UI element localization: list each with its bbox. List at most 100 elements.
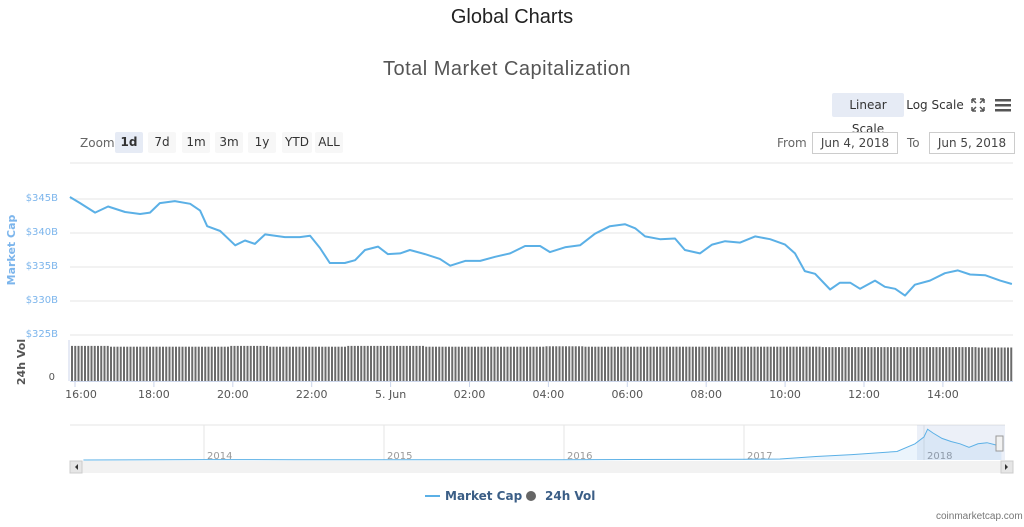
volume-bar: [854, 347, 857, 381]
fullscreen-icon[interactable]: [970, 97, 986, 113]
volume-bar: [236, 345, 239, 381]
volume-bar: [964, 347, 967, 381]
y-tick-label: $335B: [26, 261, 58, 272]
volume-bar: [539, 346, 541, 381]
from-date-input[interactable]: Jun 4, 2018: [812, 132, 898, 154]
volume-bar: [968, 347, 970, 381]
volume-bar: [565, 346, 567, 381]
volume-bar: [903, 347, 905, 381]
zoom-button-1m[interactable]: 1m: [182, 132, 210, 153]
volume-bar: [418, 345, 421, 381]
volume-bar: [740, 346, 743, 381]
volume-bar: [831, 347, 834, 381]
volume-bar: [987, 347, 990, 381]
volume-bar: [932, 347, 935, 381]
volume-bar: [467, 346, 470, 381]
volume-bar: [87, 345, 90, 381]
volume-bar: [448, 346, 450, 381]
volume-bar: [643, 346, 645, 381]
volume-bar: [591, 346, 593, 381]
volume-bar: [617, 346, 619, 381]
volume-bar: [184, 346, 187, 381]
volume-bar: [574, 346, 577, 381]
volume-bar: [399, 345, 402, 381]
volume-bar: [678, 346, 681, 381]
volume-bar: [682, 346, 684, 381]
volume-bar: [506, 346, 509, 381]
x-tick-label: 14:00: [927, 388, 959, 401]
x-tick-label: 12:00: [848, 388, 880, 401]
to-date-input[interactable]: Jun 5, 2018: [929, 132, 1015, 154]
volume-bar: [639, 346, 642, 381]
volume-bar: [376, 345, 379, 381]
volume-bar: [171, 346, 174, 381]
volume-bar: [90, 345, 93, 381]
volume-bar: [786, 346, 788, 381]
volume-bar: [717, 346, 720, 381]
volume-bar: [613, 346, 616, 381]
volume-bar: [279, 346, 281, 381]
x-tick-label: 02:00: [454, 388, 486, 401]
volume-bar: [945, 347, 948, 381]
volume-bar: [204, 346, 207, 381]
menu-icon[interactable]: [994, 97, 1012, 113]
volume-bar: [405, 345, 408, 381]
volume-bar: [812, 346, 814, 381]
zoom-button-1d[interactable]: 1d: [115, 132, 143, 153]
zoom-button-7d[interactable]: 7d: [148, 132, 176, 153]
volume-bar: [396, 345, 398, 381]
navigator-line: [83, 428, 1002, 461]
volume-axis-title: 24h Vol: [15, 339, 28, 385]
volume-bar: [877, 347, 879, 381]
zoom-button-3m[interactable]: 3m: [215, 132, 243, 153]
volume-bar: [386, 345, 389, 381]
volume-bar: [253, 345, 255, 381]
volume-bar: [480, 346, 483, 381]
volume-bar: [620, 346, 623, 381]
volume-bar: [503, 346, 506, 381]
volume-bar: [766, 346, 769, 381]
volume-bar: [77, 345, 80, 381]
market-cap-line: [69, 196, 1013, 297]
volume-bar: [711, 346, 714, 381]
volume-bar: [630, 346, 632, 381]
volume-bar: [435, 346, 437, 381]
volume-bar: [815, 346, 818, 381]
volume-bar: [984, 347, 987, 381]
volume-bar: [324, 346, 327, 381]
scrollbar-track[interactable]: [70, 461, 1013, 473]
volume-bar: [217, 346, 220, 381]
volume-bar: [753, 346, 756, 381]
volume-bar: [454, 346, 457, 381]
zoom-button-all[interactable]: ALL: [315, 132, 343, 153]
volume-bar: [344, 346, 346, 381]
volume-bar: [256, 345, 259, 381]
volume-bar: [896, 347, 899, 381]
volume-bar: [756, 346, 759, 381]
y-tick-label: $330B: [26, 295, 58, 306]
volume-bar: [522, 346, 525, 381]
legend-volume-label[interactable]: 24h Vol: [545, 489, 595, 503]
volume-bar: [139, 346, 142, 381]
credit-link[interactable]: coinmarketcap.com: [936, 511, 1023, 522]
volume-bar: [935, 347, 938, 381]
x-tick-label: 18:00: [138, 388, 170, 401]
linear-scale-button[interactable]: Linear Scale: [832, 93, 904, 136]
volume-bar: [607, 346, 610, 381]
volume-bar: [431, 346, 434, 381]
log-scale-button[interactable]: Log Scale: [906, 93, 964, 117]
x-tick-label: 16:00: [65, 388, 97, 401]
volume-bar: [470, 346, 473, 381]
volume-bar: [191, 346, 194, 381]
volume-bar: [493, 346, 496, 381]
volume-bar: [916, 347, 918, 381]
legend-market-cap-label[interactable]: Market Cap: [445, 489, 523, 503]
volume-bar: [425, 346, 428, 381]
volume-bar: [552, 346, 554, 381]
zoom-button-1y[interactable]: 1y: [248, 132, 276, 153]
volume-bar: [363, 345, 366, 381]
volume-bar: [100, 345, 103, 381]
volume-bar: [282, 346, 285, 381]
zoom-button-ytd[interactable]: YTD: [282, 132, 312, 153]
